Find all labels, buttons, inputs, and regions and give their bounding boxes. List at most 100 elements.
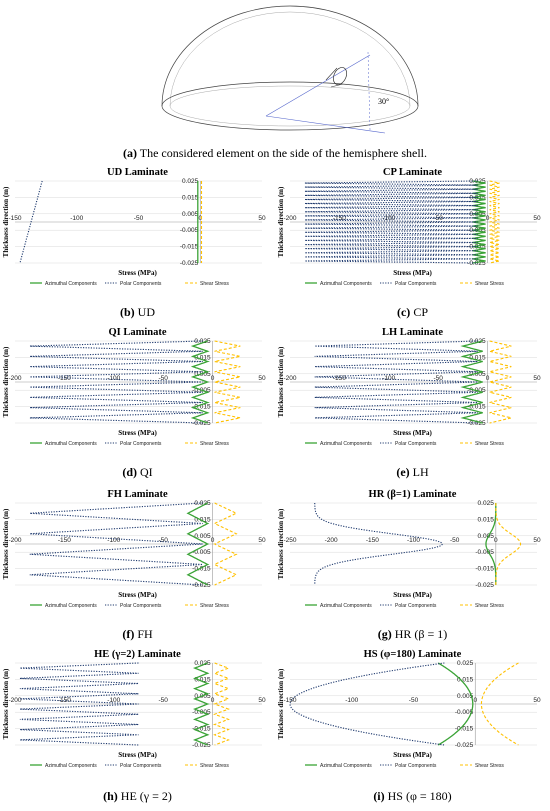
chart-panel-cp: CP Laminate 0.025 0.015 0.005 -0.005 -0.015 -0… [275, 163, 550, 318]
caption-ud: (b) UD [0, 305, 275, 320]
x-tick-label: 0 [211, 537, 215, 544]
caption-label: (h) [103, 789, 118, 803]
x-axis-label: Stress (MPa) [393, 591, 432, 599]
legend-label: Azimuthal Components [320, 441, 372, 447]
y-tick-label: 0.015 [478, 516, 495, 523]
caption-label: (c) [396, 305, 411, 319]
hemisphere-rim-inner [169, 85, 411, 127]
caption-he: (h) HE (γ = 2) [0, 789, 275, 804]
caption-text: HE (γ = 2) [117, 789, 172, 803]
chart-panel-fh: FH Laminate 0.025 0.015 0.005 -0.005 -0.015 -0… [0, 485, 275, 640]
y-tick-label: 0.015 [194, 354, 211, 361]
series-line-shear-stress [495, 503, 522, 585]
caption-cp: (c) CP [275, 305, 550, 320]
y-tick-label: -0.015 [192, 726, 211, 733]
axis-line [367, 51, 371, 131]
x-tick-label: -50 [450, 537, 460, 544]
x-tick-label: 0 [211, 697, 215, 704]
y-tick-label: 0.025 [457, 660, 474, 667]
legend-label: Polar Components [120, 603, 162, 609]
main-caption: (a) The considered element on the side o… [0, 146, 550, 161]
chart-title: HS (φ=180) Laminate [364, 649, 462, 660]
y-axis-label: Thickness direction (m) [2, 508, 10, 579]
element-cylinder-side2 [330, 83, 344, 88]
caption-label: (b) [119, 305, 135, 319]
x-tick-label: -100 [107, 697, 120, 704]
x-tick-label: -150 [58, 375, 71, 382]
x-tick-label: 0 [494, 537, 498, 544]
x-tick-label: -100 [107, 537, 120, 544]
chart-title: UD Laminate [107, 167, 168, 178]
y-tick-label: 0.005 [182, 211, 199, 218]
series-line-polar-components [19, 180, 43, 264]
element-cylinder-end [333, 67, 347, 85]
y-tick-label: 0.015 [457, 676, 474, 683]
y-axis-label: Thickness direction (m) [277, 508, 285, 579]
legend-label: Polar Components [395, 441, 437, 447]
main-caption-text: The considered element on the side of th… [136, 146, 428, 160]
y-tick-label: -0.005 [192, 549, 211, 556]
hemisphere-illustration: 30° [161, 5, 419, 134]
series-line-shear-stress [489, 340, 512, 424]
series-line-shear-stress [212, 662, 230, 746]
y-tick-label: 0.005 [194, 371, 211, 378]
legend-label: Azimuthal Components [45, 441, 97, 447]
chart-panel-hr: HR (β=1) Laminate 0.025 0.015 0.005 -0.005 -0… [275, 485, 550, 640]
legend-label: Shear Stress [475, 281, 504, 287]
x-tick-label: -150 [333, 375, 346, 382]
x-tick-label: 50 [533, 215, 541, 222]
series-line-polar-components [314, 503, 443, 585]
y-tick-label: -0.015 [192, 566, 211, 573]
y-tick-label: -0.015 [467, 404, 486, 411]
x-tick-label: -150 [58, 537, 71, 544]
x-tick-label: 50 [258, 697, 266, 704]
y-tick-label: -0.015 [455, 726, 474, 733]
legend-label: Shear Stress [200, 763, 229, 769]
series-line-shear-stress [489, 180, 500, 264]
series-line-polar-components [289, 662, 445, 746]
y-axis-label: Thickness direction (m) [2, 186, 10, 257]
x-tick-label: 50 [533, 375, 541, 382]
series-line-polar-components [19, 662, 139, 746]
series-line-polar-components [304, 180, 478, 264]
y-tick-label: 0.005 [469, 371, 486, 378]
caption-hr: (g) HR (β = 1) [275, 627, 550, 642]
main-caption-label: (a) [122, 146, 137, 160]
legend-label: Shear Stress [200, 281, 229, 287]
y-tick-label: 0.025 [194, 660, 211, 667]
x-axis-label: Stress (MPa) [118, 591, 157, 599]
y-tick-label: 0.025 [182, 178, 199, 185]
legend-label: Shear Stress [200, 603, 229, 609]
x-tick-label: -150 [366, 537, 379, 544]
legend-label: Polar Components [120, 281, 162, 287]
caption-label: (f) [122, 627, 135, 641]
y-tick-label: -0.025 [180, 260, 199, 267]
x-tick-label: -250 [283, 537, 296, 544]
chart-svg: LH Laminate0.0250.0150.005-0.005-0.015-0… [277, 327, 541, 447]
caption-label: (d) [122, 465, 137, 479]
x-axis-label: Stress (MPa) [393, 751, 432, 759]
chart-title: CP Laminate [383, 167, 443, 178]
x-tick-label: -200 [8, 537, 21, 544]
x-tick-label: -200 [8, 375, 21, 382]
legend-label: Azimuthal Components [45, 281, 97, 287]
series-line-azimuthal-components [437, 662, 474, 746]
series-line-polar-components [314, 340, 478, 424]
y-axis-label: Thickness direction (m) [2, 668, 10, 739]
legend-label: Polar Components [120, 441, 162, 447]
base-line [265, 115, 386, 134]
series-line-polar-components [29, 340, 203, 424]
x-tick-label: -50 [433, 375, 443, 382]
series-line-azimuthal-components [186, 502, 210, 586]
y-axis-label: Thickness direction (m) [2, 346, 10, 417]
x-tick-label: 0 [211, 375, 215, 382]
series-line-azimuthal-components [460, 340, 483, 424]
y-axis-label: Thickness direction (m) [277, 346, 285, 417]
hemisphere-outline [161, 5, 419, 107]
caption-text: HR (β = 1) [391, 627, 448, 641]
caption-text: HS (φ = 180) [384, 789, 452, 803]
chart-panel-hs: HS (φ=180) Laminate 0.025 0.015 0.005 -0.005… [275, 645, 550, 800]
x-tick-label: -50 [158, 537, 168, 544]
series-line-polar-components [29, 502, 203, 586]
